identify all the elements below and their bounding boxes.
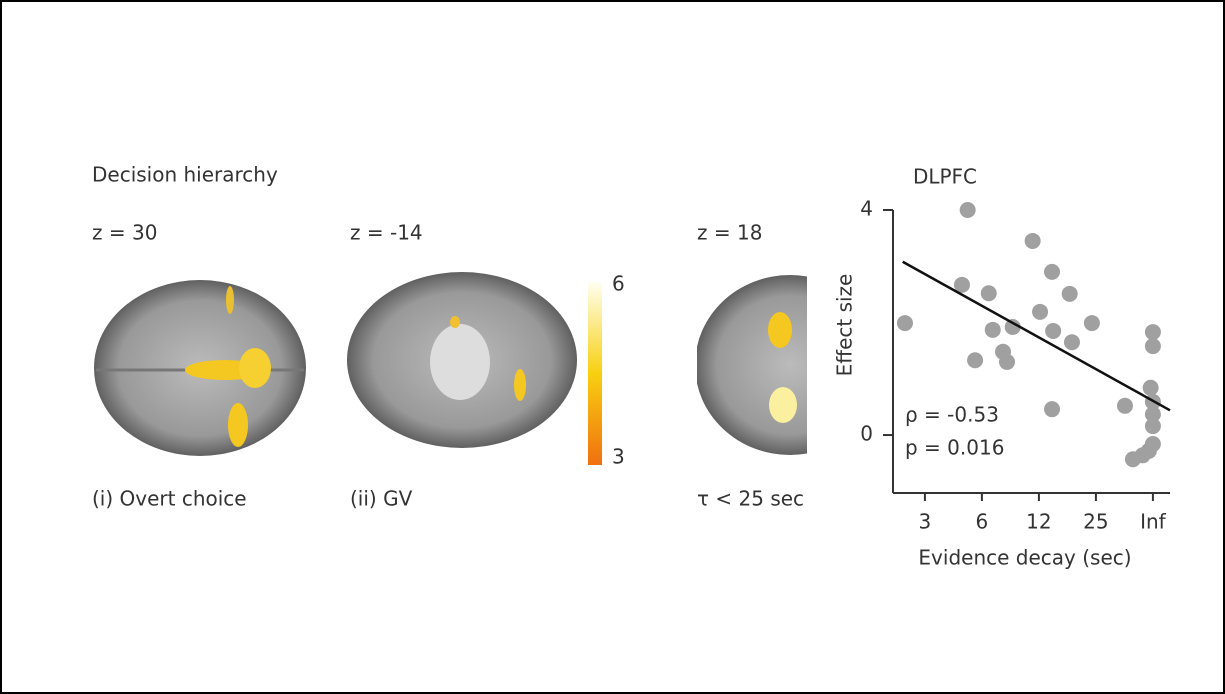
brain-slice — [94, 280, 306, 456]
point — [1145, 338, 1161, 354]
slice-caption: τ < 25 sec — [697, 487, 804, 511]
annotation: p = 0.016 — [905, 436, 1004, 460]
x-tick-label: 6 — [976, 510, 989, 534]
point — [999, 354, 1015, 370]
x-tick-label: 25 — [1083, 510, 1108, 534]
brain-slice — [347, 272, 577, 448]
y-axis-label: Effect size — [833, 274, 857, 377]
colorbar-tick-label: 6 — [612, 272, 625, 296]
slice-caption: (ii) GV — [350, 487, 413, 511]
point — [960, 202, 976, 218]
point — [1125, 451, 1141, 467]
point — [981, 285, 997, 301]
point — [1045, 323, 1061, 339]
point — [1044, 264, 1060, 280]
point — [1025, 233, 1041, 249]
slice-coord: z = 18 — [697, 221, 762, 245]
x-tick-label: 12 — [1026, 510, 1051, 534]
point — [1084, 315, 1100, 331]
annotation: ρ = -0.53 — [905, 403, 999, 427]
point — [1044, 401, 1060, 417]
point — [1032, 304, 1048, 320]
colorbar-tick-label: 3 — [612, 445, 625, 469]
x-tick-label: Inf — [1140, 510, 1167, 534]
point — [1145, 324, 1161, 340]
y-tick-label: 4 — [860, 197, 873, 221]
point — [1064, 334, 1080, 350]
point — [897, 315, 913, 331]
point — [967, 352, 983, 368]
y-tick-label: 0 — [860, 422, 873, 446]
slice-caption: (i) Overt choice — [92, 487, 247, 511]
chart-title: DLPFC — [913, 165, 977, 189]
fit-line — [903, 262, 1170, 411]
panel-title: Decision hierarchy — [92, 163, 278, 187]
x-axis-label: Evidence decay (sec) — [918, 546, 1131, 570]
x-tick-label: 3 — [919, 510, 932, 534]
slice-coord: z = 30 — [92, 221, 157, 245]
slice-coord: z = -14 — [350, 221, 423, 245]
point — [1145, 418, 1161, 434]
figure: Decision hierarchy z = 30 z = -14 z = 18… — [0, 0, 1225, 694]
colorbar — [588, 282, 602, 465]
point — [1117, 398, 1133, 414]
point — [1143, 380, 1159, 396]
point — [1062, 286, 1078, 302]
brain-slice — [695, 275, 885, 455]
point — [985, 322, 1001, 338]
